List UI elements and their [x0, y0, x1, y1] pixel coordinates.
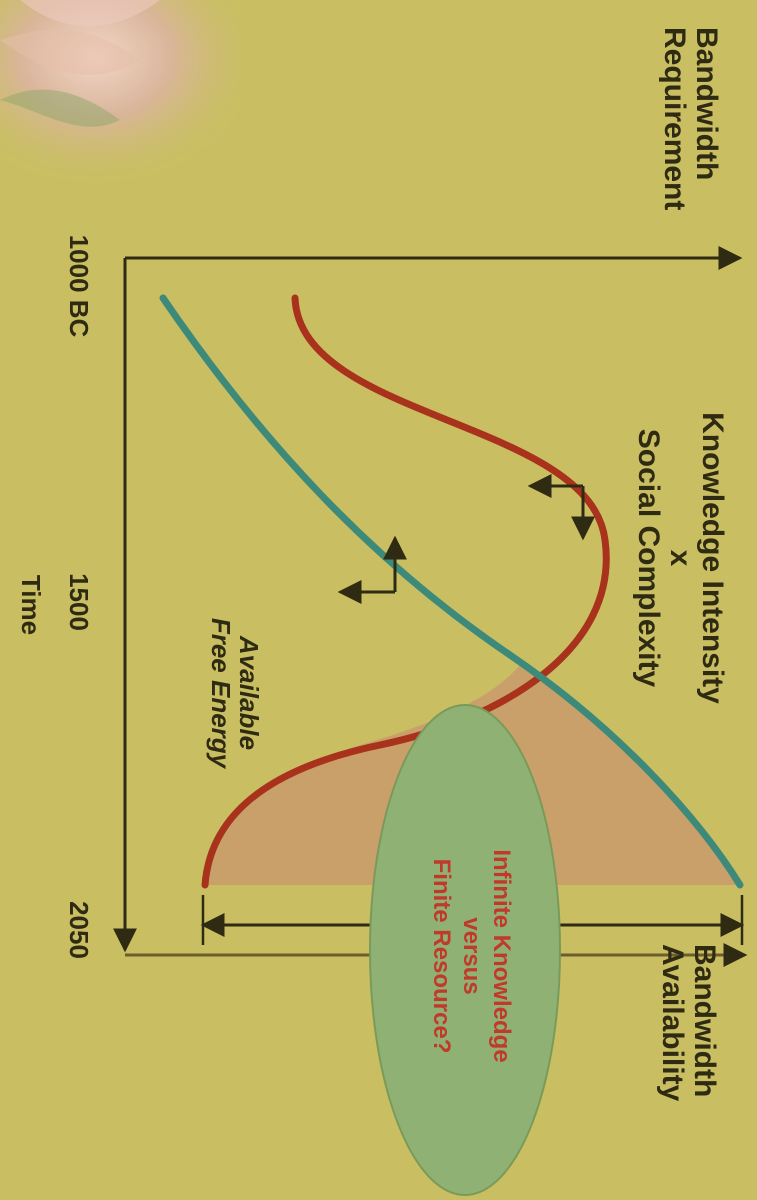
teal-curve-tangent-arrows [337, 535, 407, 604]
tick-1500: 1500 [64, 573, 94, 631]
available-free-energy-label: Available Free Energy [206, 617, 264, 769]
knowledge-complexity-curve [201, 294, 610, 889]
bandwidth-availability-title: Bandwidth Availability [656, 944, 721, 1102]
tick-1000bc: 1000 BC [64, 234, 94, 338]
time-axis-title: Time [16, 574, 46, 636]
tick-2050: 2050 [64, 901, 94, 959]
red-curve-tangent-arrows [527, 474, 595, 541]
bandwidth-requirement-title: Bandwidth Requirement [658, 27, 723, 211]
available-free-energy-curve [159, 294, 744, 889]
flower-decoration [0, 0, 240, 190]
knowledge-complexity-label: Knowledge Intensity x Social Complexity [632, 412, 729, 704]
question-ellipse [369, 704, 561, 1196]
ellipse-question-text: Infinite Knowledge versus Finite Resourc… [428, 849, 515, 1063]
